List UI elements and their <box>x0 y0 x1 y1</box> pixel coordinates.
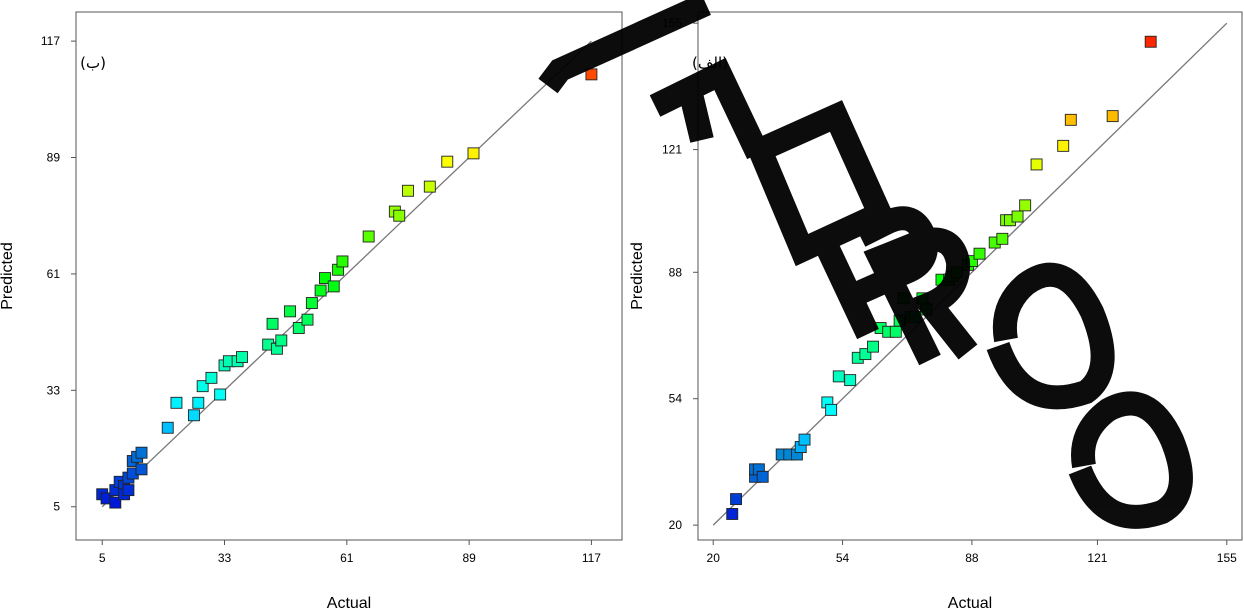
data-point <box>122 484 135 497</box>
fit-line <box>101 40 592 508</box>
data-point <box>192 396 205 409</box>
data-point <box>393 209 406 222</box>
data-point <box>1106 110 1119 123</box>
watermark-overlay <box>538 0 1193 529</box>
data-point <box>1011 210 1024 223</box>
data-point <box>266 317 279 330</box>
data-point <box>756 470 769 483</box>
y-tick-label: 121 <box>662 143 682 157</box>
data-point <box>730 493 742 506</box>
data-point <box>859 348 872 361</box>
y-tick-label: 5 <box>53 500 60 514</box>
panel-label: (ب) <box>80 54 106 72</box>
data-point <box>1144 35 1157 48</box>
data-point <box>467 147 480 160</box>
x-tick-label: 121 <box>1087 551 1107 565</box>
data-point <box>135 463 148 476</box>
data-point <box>423 180 436 193</box>
x-tick-label: 20 <box>707 551 721 565</box>
y-axis-title: Predicted <box>0 242 16 310</box>
data-point <box>161 421 174 434</box>
y-axis-title: Predicted <box>629 242 646 310</box>
data-point <box>214 388 227 401</box>
data-point <box>832 370 845 383</box>
data-point <box>825 403 838 416</box>
y-tick-label: 20 <box>669 518 683 532</box>
data-point <box>170 396 183 409</box>
data-point <box>1030 158 1043 171</box>
data-point <box>973 247 986 260</box>
data-point <box>205 371 218 384</box>
watermark-stroke-e <box>863 227 978 366</box>
data-point <box>292 322 305 334</box>
watermark-stroke-a <box>538 0 711 94</box>
y-tick-label: 61 <box>47 267 61 281</box>
x-tick-label: 155 <box>1217 551 1237 565</box>
data-point <box>319 272 331 285</box>
x-tick-label: 54 <box>836 551 850 565</box>
data-point <box>726 508 739 520</box>
plot-frame <box>75 11 623 541</box>
data-point <box>301 313 314 326</box>
watermark-stroke-g <box>1068 391 1193 529</box>
data-point <box>1064 113 1077 126</box>
x-tick-label: 88 <box>965 551 979 565</box>
y-tick-label: 117 <box>41 34 60 48</box>
data-point <box>441 155 454 168</box>
data-point <box>109 496 122 509</box>
data-point <box>889 325 902 338</box>
data-point <box>236 351 248 364</box>
data-point <box>402 184 414 197</box>
plot-frame <box>697 11 1243 541</box>
data-point <box>305 297 318 309</box>
x-axis-title: Actual <box>327 595 371 612</box>
x-tick-label: 61 <box>340 551 354 565</box>
data-point <box>275 334 288 347</box>
watermark-stroke-f <box>986 262 1115 410</box>
x-axis-title: Actual <box>948 595 992 612</box>
data-point <box>327 280 340 293</box>
data-point <box>196 380 209 393</box>
y-tick-label: 54 <box>669 392 683 406</box>
chart-left: 5 33 61 89 117 5 33 61 89 117 Actual Predicted (ب) <box>0 11 623 612</box>
data-point <box>798 433 811 446</box>
x-tick-label: 117 <box>582 551 601 565</box>
x-tick-label: 5 <box>99 551 106 565</box>
watermark-stroke-b <box>649 57 769 160</box>
data-point <box>1019 199 1032 212</box>
data-point <box>314 284 327 297</box>
data-point <box>844 374 857 387</box>
data-point <box>135 446 148 459</box>
x-tick-label: 89 <box>462 551 476 565</box>
data-point <box>336 255 349 268</box>
data-point <box>1057 139 1070 152</box>
y-tick-label: 89 <box>47 151 61 165</box>
data-point <box>187 409 200 422</box>
y-tick-label: 88 <box>669 265 683 279</box>
y-tick-label: 33 <box>47 383 61 397</box>
x-tick-label: 33 <box>218 551 232 565</box>
data-point <box>867 340 879 353</box>
data-point <box>996 232 1009 245</box>
data-point <box>284 305 296 318</box>
data-point <box>362 230 375 243</box>
